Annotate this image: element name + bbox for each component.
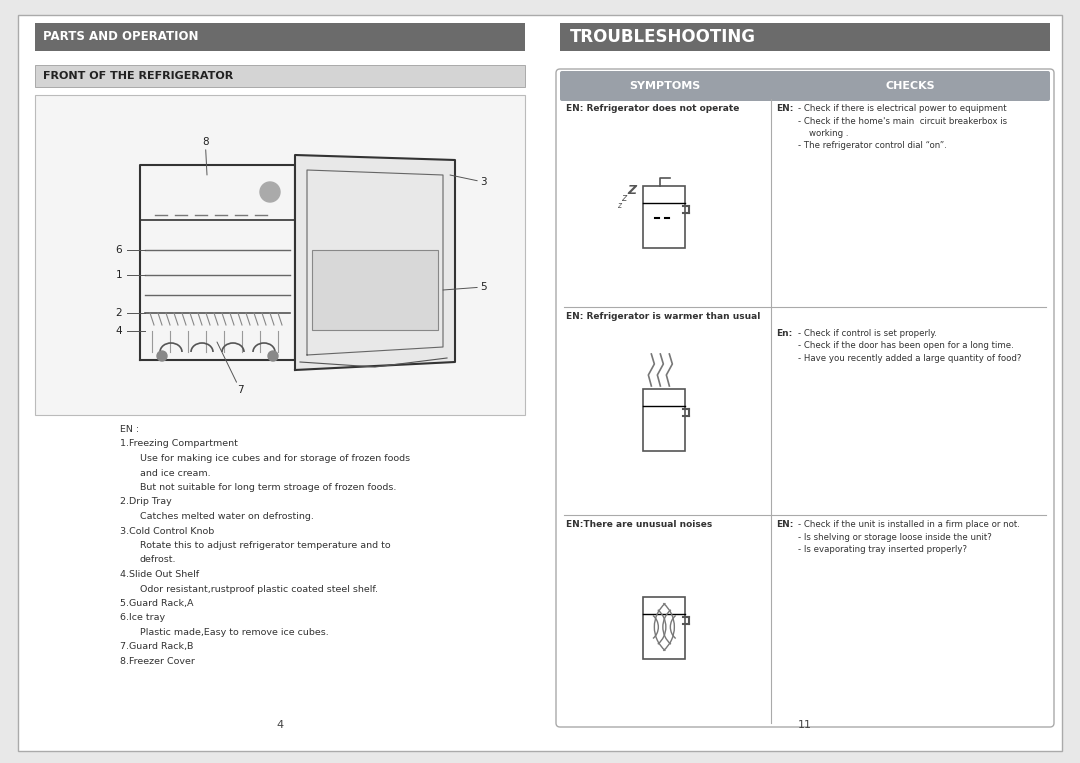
Text: 5.Guard Rack,A: 5.Guard Rack,A <box>120 599 193 608</box>
Text: 4: 4 <box>116 326 122 336</box>
Text: z: z <box>621 193 626 203</box>
Text: 2: 2 <box>116 308 122 318</box>
Text: EN: Refrigerator does not operate: EN: Refrigerator does not operate <box>566 104 740 113</box>
FancyBboxPatch shape <box>561 71 1050 101</box>
Text: 7.Guard Rack,B: 7.Guard Rack,B <box>120 642 193 652</box>
Text: Plastic made,Easy to remove ice cubes.: Plastic made,Easy to remove ice cubes. <box>140 628 328 637</box>
Bar <box>35 65 525 87</box>
Bar <box>644 597 686 659</box>
Bar <box>561 23 1050 51</box>
Text: 7: 7 <box>217 342 244 395</box>
Circle shape <box>157 351 167 361</box>
Text: Catches melted water on defrosting.: Catches melted water on defrosting. <box>140 512 314 521</box>
Text: EN: Refrigerator is warmer than usual: EN: Refrigerator is warmer than usual <box>566 312 760 321</box>
Text: PARTS AND OPERATION: PARTS AND OPERATION <box>43 31 199 43</box>
Text: defrost.: defrost. <box>140 555 176 565</box>
Text: 1: 1 <box>116 270 122 280</box>
Text: 4.Slide Out Shelf: 4.Slide Out Shelf <box>120 570 199 579</box>
Bar <box>644 389 686 451</box>
Bar <box>312 250 438 330</box>
Text: - Check if the unit is installed in a firm place or not.
- Is shelving or storag: - Check if the unit is installed in a fi… <box>798 520 1020 554</box>
Bar <box>35 23 525 51</box>
Text: - Check if there is electrical power to equipment
- Check if the home's main  ci: - Check if there is electrical power to … <box>798 104 1007 150</box>
Text: En:: En: <box>775 329 792 338</box>
Circle shape <box>268 351 278 361</box>
Text: 8.Freezer Cover: 8.Freezer Cover <box>120 657 194 666</box>
Text: CHECKS: CHECKS <box>886 81 935 91</box>
Text: Odor resistant,rustproof plastic coated steel shelf.: Odor resistant,rustproof plastic coated … <box>140 584 378 594</box>
Text: Z: Z <box>627 183 636 197</box>
Text: FRONT OF THE REFRIGERATOR: FRONT OF THE REFRIGERATOR <box>43 71 233 81</box>
Text: EN :: EN : <box>120 425 139 434</box>
Text: But not suitable for long term stroage of frozen foods.: But not suitable for long term stroage o… <box>140 483 396 492</box>
Text: EN:There are unusual noises: EN:There are unusual noises <box>566 520 712 529</box>
Text: 8: 8 <box>202 137 208 175</box>
Text: z: z <box>618 201 621 210</box>
Bar <box>35 95 525 415</box>
Bar <box>644 186 686 248</box>
Text: 1.Freezing Compartment: 1.Freezing Compartment <box>120 439 238 449</box>
Text: TROUBLESHOOTING: TROUBLESHOOTING <box>570 28 756 46</box>
Text: Rotate this to adjust refrigerator temperature and to: Rotate this to adjust refrigerator tempe… <box>140 541 391 550</box>
Text: 5: 5 <box>443 282 487 292</box>
Text: and ice cream.: and ice cream. <box>140 468 211 478</box>
Text: 11: 11 <box>798 720 812 730</box>
Text: 4: 4 <box>276 720 284 730</box>
Text: EN:: EN: <box>775 104 793 113</box>
Text: 3.Cold Control Knob: 3.Cold Control Knob <box>120 526 214 536</box>
Circle shape <box>260 182 280 202</box>
Text: Use for making ice cubes and for storage of frozen foods: Use for making ice cubes and for storage… <box>140 454 410 463</box>
Text: EN:: EN: <box>775 520 793 529</box>
Text: SYMPTOMS: SYMPTOMS <box>630 81 701 91</box>
Text: 3: 3 <box>450 175 487 187</box>
Text: 6: 6 <box>116 245 122 255</box>
Text: 2.Drip Tray: 2.Drip Tray <box>120 497 172 507</box>
Text: - Check if control is set properly.
- Check if the door has been open for a long: - Check if control is set properly. - Ch… <box>798 329 1021 363</box>
Text: 6.Ice tray: 6.Ice tray <box>120 613 165 623</box>
FancyBboxPatch shape <box>556 69 1054 727</box>
Polygon shape <box>295 155 455 370</box>
